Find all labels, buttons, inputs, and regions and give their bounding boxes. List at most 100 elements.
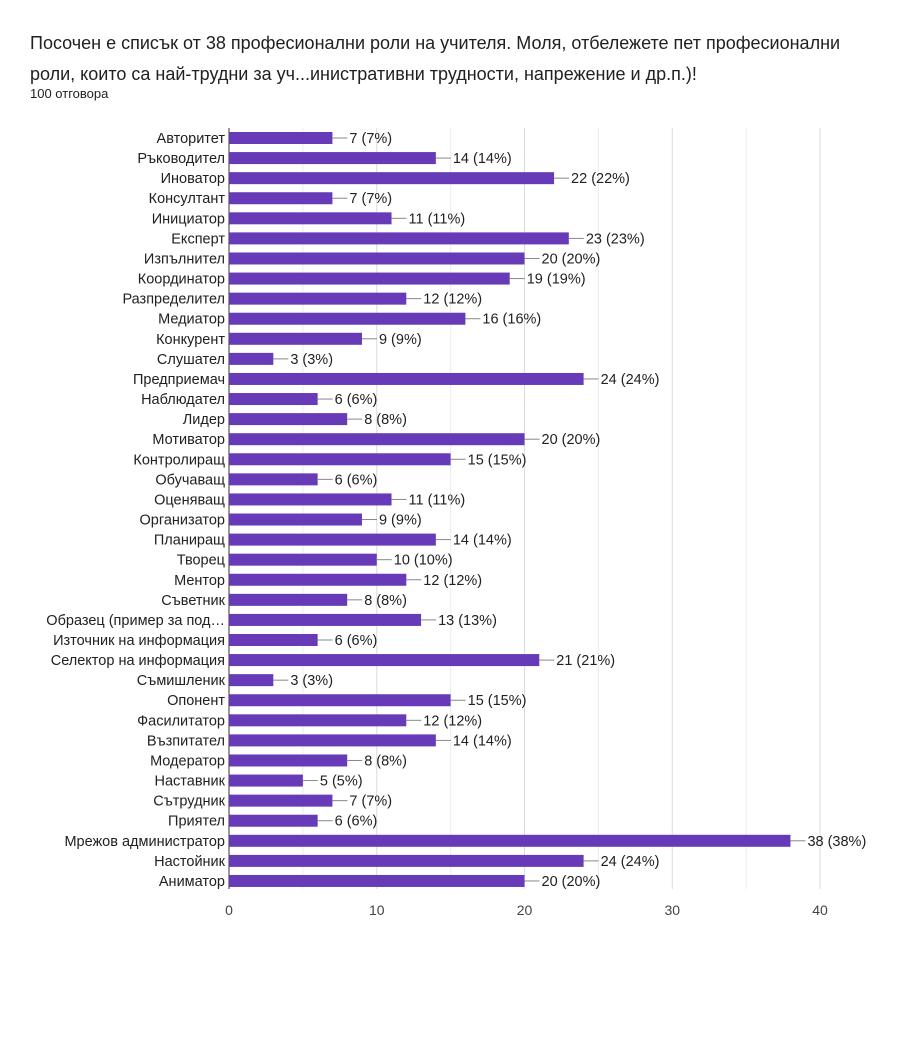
bar	[229, 694, 451, 707]
category-label: Настойник	[154, 854, 226, 870]
x-tick-label: 10	[369, 902, 385, 918]
data-label: 19 (19%)	[527, 272, 586, 288]
data-label: 12 (12%)	[423, 292, 482, 308]
bar	[229, 874, 525, 887]
bar	[229, 433, 525, 446]
category-label: Творец	[177, 553, 225, 569]
x-tick-label: 40	[812, 902, 828, 918]
data-label: 13 (13%)	[438, 613, 497, 629]
bar	[229, 634, 318, 646]
bar	[229, 553, 377, 566]
category-label: Образец (пример за под…	[46, 613, 225, 629]
bar	[229, 393, 318, 406]
category-label: Лидер	[183, 412, 225, 428]
data-label: 22 (22%)	[571, 171, 630, 187]
category-label: Мрежов администратор	[64, 834, 225, 850]
category-label: Изпълнител	[144, 251, 225, 267]
category-label: Източник на информация	[53, 633, 225, 649]
bar	[229, 573, 407, 586]
bar	[229, 352, 274, 365]
bar	[229, 533, 436, 546]
data-label: 8 (8%)	[364, 593, 407, 609]
category-label: Съмишленик	[137, 673, 226, 689]
x-tick-label: 30	[664, 902, 680, 918]
bar	[229, 493, 392, 506]
data-label: 21 (21%)	[556, 653, 615, 669]
chart-category-labels: Авторитет Ръководител Иноватор Консултант Ин…	[46, 131, 225, 890]
category-label: Ментор	[174, 573, 225, 589]
category-label: Медиатор	[158, 312, 225, 328]
category-label: Приятел	[168, 814, 225, 830]
data-label: 23 (23%)	[586, 231, 645, 247]
data-label: 9 (9%)	[379, 513, 422, 529]
bar	[229, 453, 451, 466]
category-label: Аниматор	[159, 874, 225, 890]
category-label: Съветник	[161, 593, 225, 609]
data-label: 20 (20%)	[542, 432, 601, 448]
chart-bars: 7 (7%) 14 (14%) 22 (22%) 7 (7%) 11 (11%) 23 (…	[229, 131, 866, 890]
data-label: 15 (15%)	[468, 452, 527, 468]
data-label: 11 (11%)	[409, 211, 466, 227]
bar	[229, 593, 348, 606]
data-label: 38 (38%)	[807, 834, 866, 850]
bar	[229, 774, 303, 787]
bar	[229, 473, 318, 486]
bar	[229, 794, 333, 807]
data-label: 11 (11%)	[409, 492, 466, 508]
category-label: Координатор	[138, 272, 225, 288]
data-label: 6 (6%)	[335, 472, 378, 488]
response-count: 100 отговора	[30, 86, 109, 101]
data-label: 12 (12%)	[423, 713, 482, 729]
bar	[229, 312, 466, 325]
data-label: 6 (6%)	[335, 633, 378, 649]
bar	[229, 272, 510, 285]
data-label: 20 (20%)	[542, 251, 601, 267]
data-label: 8 (8%)	[364, 753, 407, 769]
chart-x-tick-labels: 0 10 20 30 40	[225, 902, 828, 918]
category-label: Оценяващ	[154, 492, 225, 508]
data-label: 5 (5%)	[320, 774, 363, 790]
category-label: Иноватор	[161, 171, 225, 187]
category-label: Ръководител	[137, 151, 225, 167]
category-label: Консултант	[149, 191, 226, 207]
question-title: Посочен е списък от 38 професионални рол…	[30, 33, 841, 84]
category-label: Предприемач	[133, 372, 225, 388]
data-label: 14 (14%)	[453, 151, 512, 167]
data-label: 12 (12%)	[423, 573, 482, 589]
bar	[229, 252, 525, 265]
bar	[229, 714, 407, 727]
bar	[229, 192, 333, 205]
bar	[229, 212, 392, 225]
data-label: 14 (14%)	[453, 733, 512, 749]
data-label: 7 (7%)	[349, 794, 392, 810]
category-label: Слушател	[157, 352, 225, 368]
bar	[229, 172, 555, 185]
data-label: 6 (6%)	[335, 392, 378, 408]
data-label: 24 (24%)	[601, 854, 660, 870]
category-label: Разпределител	[122, 292, 225, 308]
bar	[229, 834, 791, 847]
data-label: 14 (14%)	[453, 533, 512, 549]
category-label: Селектор на информация	[51, 653, 225, 669]
category-label: Планиращ	[154, 533, 225, 549]
category-label: Възпитател	[147, 733, 225, 749]
data-label: 7 (7%)	[349, 131, 392, 147]
bar	[229, 152, 436, 165]
data-label: 15 (15%)	[468, 693, 527, 709]
bar	[229, 372, 584, 385]
data-label: 8 (8%)	[364, 412, 407, 428]
bar	[229, 734, 436, 747]
x-tick-label: 20	[517, 902, 533, 918]
bar	[229, 513, 362, 526]
category-label: Мотиватор	[152, 432, 225, 448]
category-label: Инициатор	[152, 211, 225, 227]
category-label: Опонент	[167, 693, 225, 709]
x-tick-label: 0	[225, 902, 233, 918]
bar	[229, 654, 540, 667]
data-label: 3 (3%)	[290, 673, 333, 689]
data-label: 6 (6%)	[335, 814, 378, 830]
category-label: Контролиращ	[133, 452, 225, 468]
bar	[229, 754, 348, 767]
data-label: 16 (16%)	[482, 312, 541, 328]
